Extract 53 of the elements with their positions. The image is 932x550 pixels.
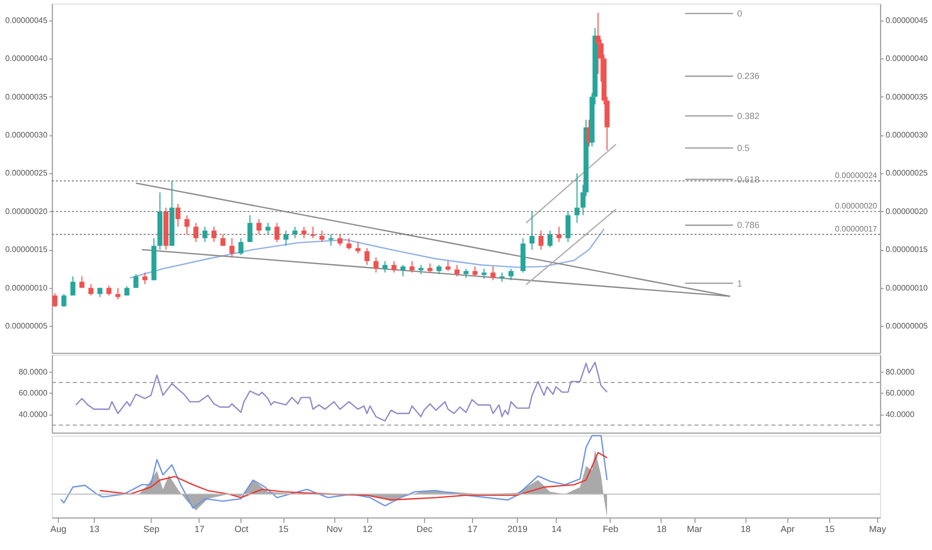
ref-line-label: 0.00000017 bbox=[835, 224, 878, 234]
y-tick-label: 0.00000010 bbox=[5, 283, 48, 292]
x-tick-label: Sep bbox=[143, 524, 160, 534]
y2-tick-label: 0.00000020 bbox=[886, 206, 928, 216]
y-tick-label: 0.00000015 bbox=[5, 245, 48, 254]
series-label: 0.382 bbox=[737, 110, 760, 121]
y-tick-label: 0.00000005 bbox=[5, 322, 48, 331]
y2-tick-label: 60.0000 bbox=[886, 388, 915, 398]
ref-line-label: 0.00000020 bbox=[835, 201, 878, 210]
y2-tick-label: 0.00000005 bbox=[886, 322, 928, 331]
y-tick-label: 0.00000045 bbox=[5, 16, 48, 25]
y-tick-label: 0.00000025 bbox=[5, 168, 48, 178]
series-label: 1 bbox=[737, 278, 742, 288]
x-tick-label: 18 bbox=[656, 524, 667, 534]
series-label: 0 bbox=[737, 8, 742, 18]
y2-tick-label: 0.00000010 bbox=[886, 283, 928, 292]
ref-line-label: 0.00000024 bbox=[835, 170, 878, 180]
series-label: 0.236 bbox=[737, 71, 760, 82]
y-tick-label: 0.00000020 bbox=[5, 206, 48, 216]
y2-tick-label: 0.00000035 bbox=[886, 92, 928, 102]
y-tick-label: 40.0000 bbox=[18, 410, 48, 420]
series-label: 0.786 bbox=[737, 220, 760, 230]
y-tick-label: 60.0000 bbox=[18, 388, 48, 398]
y2-tick-label: 40.0000 bbox=[886, 410, 915, 420]
series-label: 0.618 bbox=[737, 174, 760, 184]
x-tick-label: 13 bbox=[89, 524, 100, 534]
y-tick-label: 80.0000 bbox=[18, 367, 48, 376]
y-tick-label: 0.00000035 bbox=[5, 92, 48, 102]
x-tick-label: 12 bbox=[362, 524, 372, 534]
x-tick-label: 15 bbox=[278, 524, 288, 534]
y-tick-label: 0.00000040 bbox=[5, 54, 48, 64]
x-tick-label: 2019 bbox=[508, 524, 528, 534]
y2-tick-label: 0.00000040 bbox=[886, 54, 928, 64]
series-label: 0.5 bbox=[737, 143, 750, 153]
y2-tick-label: 0.00000045 bbox=[886, 16, 928, 25]
x-tick-label: 15 bbox=[824, 524, 835, 534]
x-tick-label: 17 bbox=[194, 524, 204, 534]
y-tick-label: 0.00000030 bbox=[5, 130, 48, 140]
x-tick-label: 18 bbox=[740, 524, 751, 534]
y2-tick-label: 0.00000025 bbox=[886, 168, 928, 178]
x-tick-label: Nov bbox=[326, 524, 343, 534]
x-tick-label: May bbox=[869, 524, 887, 534]
x-tick-label: Aug bbox=[50, 524, 66, 534]
y2-tick-label: 0.00000015 bbox=[886, 245, 928, 254]
y2-tick-label: 0.00000030 bbox=[886, 130, 928, 140]
x-tick-label: 17 bbox=[468, 524, 478, 534]
x-tick-label: Dec bbox=[416, 524, 433, 534]
x-tick-label: Apr bbox=[780, 524, 795, 534]
x-tick-label: Mar bbox=[686, 524, 702, 534]
x-tick-label: 14 bbox=[552, 524, 562, 534]
y2-tick-label: 80.0000 bbox=[886, 367, 915, 376]
x-tick-label: Oct bbox=[234, 524, 249, 534]
x-tick-label: Feb bbox=[602, 524, 618, 534]
